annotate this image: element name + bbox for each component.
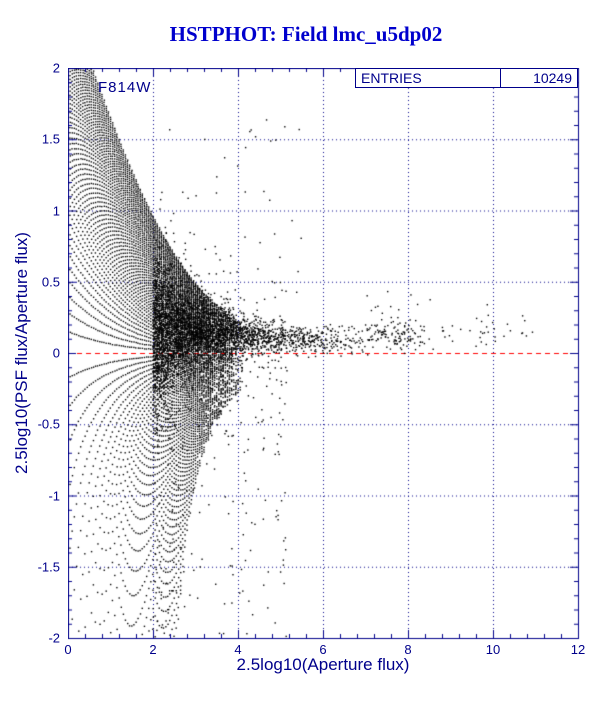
y-tick-label: 0 [52, 345, 60, 361]
y-tick-label: 2 [52, 60, 60, 76]
stats-value: 10249 [533, 70, 572, 86]
x-tick-label: 10 [485, 642, 501, 657]
x-tick-label: 0 [64, 642, 72, 657]
x-tick-label: 12 [570, 642, 586, 657]
y-tick-label: 1 [52, 203, 60, 218]
scatter-plot-canvas [68, 68, 580, 640]
y-tick-label: 1.5 [41, 131, 60, 147]
x-axis-label: 2.5log10(Aperture flux) [236, 655, 410, 674]
stats-divider [500, 69, 501, 87]
x-tick-label: 2 [149, 642, 157, 657]
y-tick-label: -0.5 [37, 416, 60, 432]
x-tick-label: 8 [404, 642, 412, 657]
filter-label: F814W [98, 79, 152, 96]
y-tick-label: -2 [48, 630, 60, 646]
x-tick-label: 6 [319, 642, 327, 657]
x-tick-label: 4 [234, 642, 242, 657]
y-tick-label: -1.5 [37, 559, 60, 575]
chart-title: HSTPHOT: Field lmc_u5dp02 [169, 22, 443, 46]
y-tick-label: 0.5 [41, 274, 60, 290]
y-tick-label: -1 [48, 488, 60, 503]
y-axis-label: 2.5log10(PSF flux/Aperture flux) [12, 232, 31, 474]
stats-label: ENTRIES [361, 70, 422, 86]
stats-box: ENTRIES 10249 [355, 68, 578, 88]
